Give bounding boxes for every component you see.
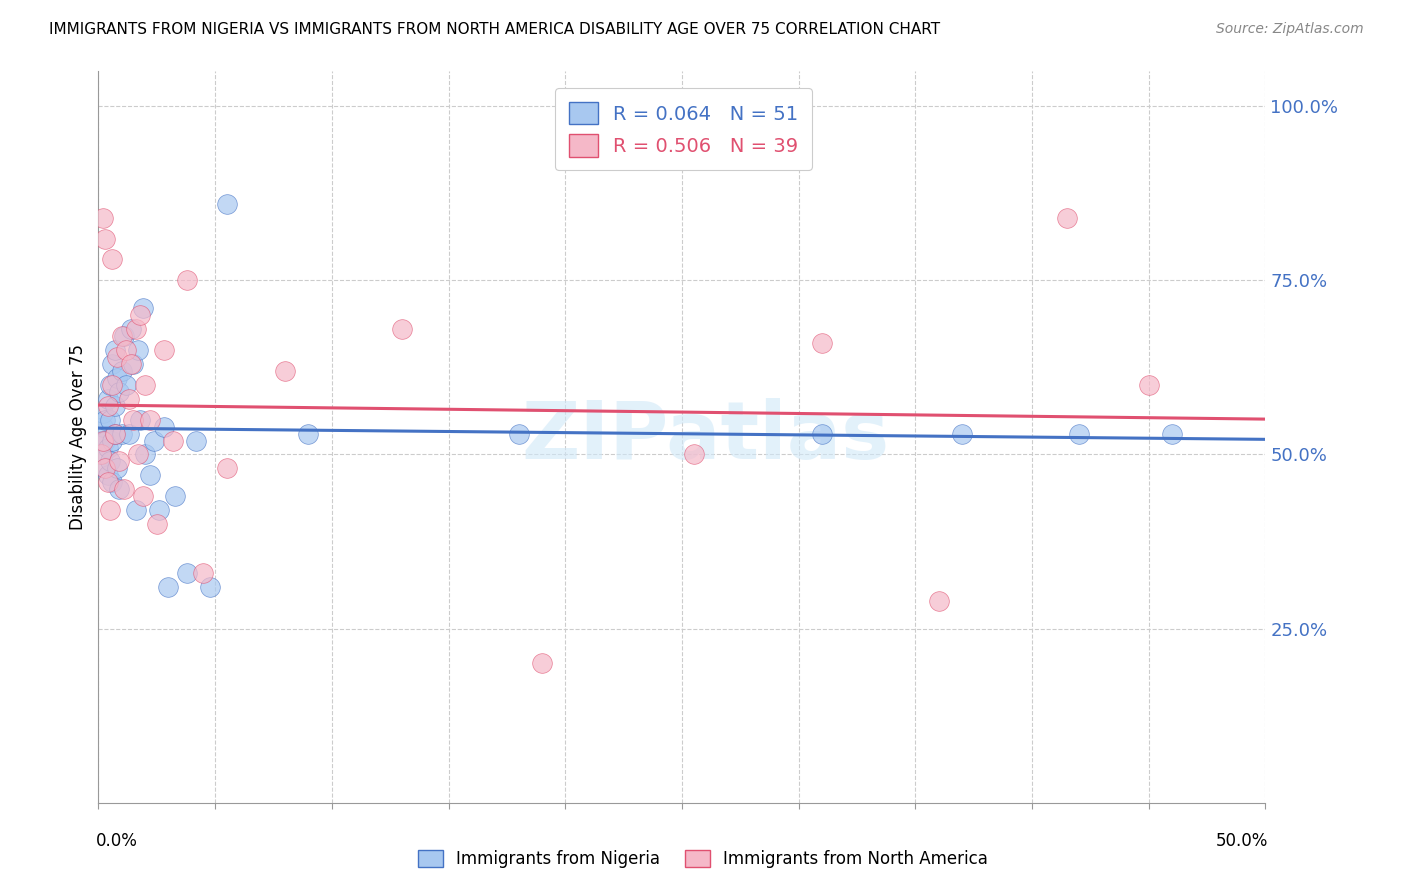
Point [132, 489, 155, 503]
Point [105, 350, 128, 364]
Point [115, 377, 138, 392]
Y-axis label: Disability Age Over 75: Disability Age Over 75 [69, 344, 87, 530]
Point [98, 454, 121, 468]
Point [97, 475, 120, 490]
Point [297, 426, 319, 441]
Point [91, 211, 114, 225]
Point [157, 580, 180, 594]
Point [108, 483, 131, 497]
Point [118, 426, 141, 441]
Point [97, 441, 120, 455]
Point [193, 566, 215, 580]
Point [98, 377, 121, 392]
Point [152, 419, 174, 434]
Text: 0.0%: 0.0% [96, 832, 138, 850]
Text: IMMIGRANTS FROM NIGERIA VS IMMIGRANTS FROM NORTH AMERICA DISABILITY AGE OVER 75 : IMMIGRANTS FROM NIGERIA VS IMMIGRANTS FR… [49, 22, 941, 37]
Point [215, 461, 238, 475]
Point [122, 357, 145, 371]
Point [101, 252, 124, 267]
Point [1067, 426, 1090, 441]
Point [129, 308, 152, 322]
Point [101, 377, 124, 392]
Point [139, 468, 162, 483]
Point [90, 434, 112, 448]
Point [129, 412, 152, 426]
Point [91, 406, 114, 420]
Point [97, 392, 120, 406]
Point [104, 426, 127, 441]
Point [162, 434, 184, 448]
Point [90, 448, 112, 462]
Point [94, 434, 117, 448]
Point [115, 343, 138, 357]
Point [950, 426, 973, 441]
Point [1056, 211, 1078, 225]
Point [112, 483, 135, 497]
Point [101, 357, 124, 371]
Point [120, 357, 142, 371]
Point [91, 448, 114, 462]
Point [94, 231, 117, 245]
Point [1137, 377, 1160, 392]
Point [134, 377, 156, 392]
Point [101, 475, 124, 490]
Legend: Immigrants from Nigeria, Immigrants from North America: Immigrants from Nigeria, Immigrants from… [411, 843, 995, 875]
Point [97, 399, 120, 413]
Point [274, 364, 297, 378]
Point [152, 343, 174, 357]
Point [1161, 426, 1184, 441]
Point [108, 454, 131, 468]
Point [112, 329, 135, 343]
Point [143, 434, 166, 448]
Point [98, 503, 121, 517]
Point [139, 412, 162, 426]
Point [91, 434, 114, 448]
Point [134, 448, 156, 462]
Point [104, 343, 127, 357]
Point [122, 412, 145, 426]
Point [125, 322, 148, 336]
Point [186, 434, 208, 448]
Point [176, 566, 198, 580]
Point [91, 419, 114, 434]
Point [118, 392, 141, 406]
Point [101, 434, 124, 448]
Point [530, 657, 553, 671]
Point [111, 329, 134, 343]
Point [108, 384, 131, 399]
Point [120, 322, 142, 336]
Point [127, 448, 149, 462]
Point [508, 426, 530, 441]
Point [928, 594, 950, 608]
Point [811, 426, 834, 441]
Point [104, 426, 127, 441]
Point [165, 489, 187, 503]
Point [104, 399, 127, 413]
Text: Source: ZipAtlas.com: Source: ZipAtlas.com [1216, 22, 1364, 37]
Point [94, 412, 117, 426]
Point [176, 273, 198, 287]
Legend: R = 0.064   N = 51, R = 0.506   N = 39: R = 0.064 N = 51, R = 0.506 N = 39 [555, 88, 813, 170]
Point [682, 448, 704, 462]
Point [146, 517, 169, 532]
Point [98, 412, 121, 426]
Point [125, 503, 148, 517]
Point [111, 426, 134, 441]
Point [391, 322, 413, 336]
Point [105, 461, 128, 475]
Point [215, 196, 238, 211]
Point [127, 343, 149, 357]
Point [132, 301, 155, 316]
Point [811, 336, 834, 351]
Point [94, 461, 117, 475]
Point [97, 468, 120, 483]
Point [200, 580, 222, 594]
Text: 50.0%: 50.0% [1215, 832, 1268, 850]
Text: ZIPatlas: ZIPatlas [522, 398, 890, 476]
Point [94, 461, 117, 475]
Point [148, 503, 170, 517]
Point [105, 371, 128, 385]
Point [111, 364, 134, 378]
